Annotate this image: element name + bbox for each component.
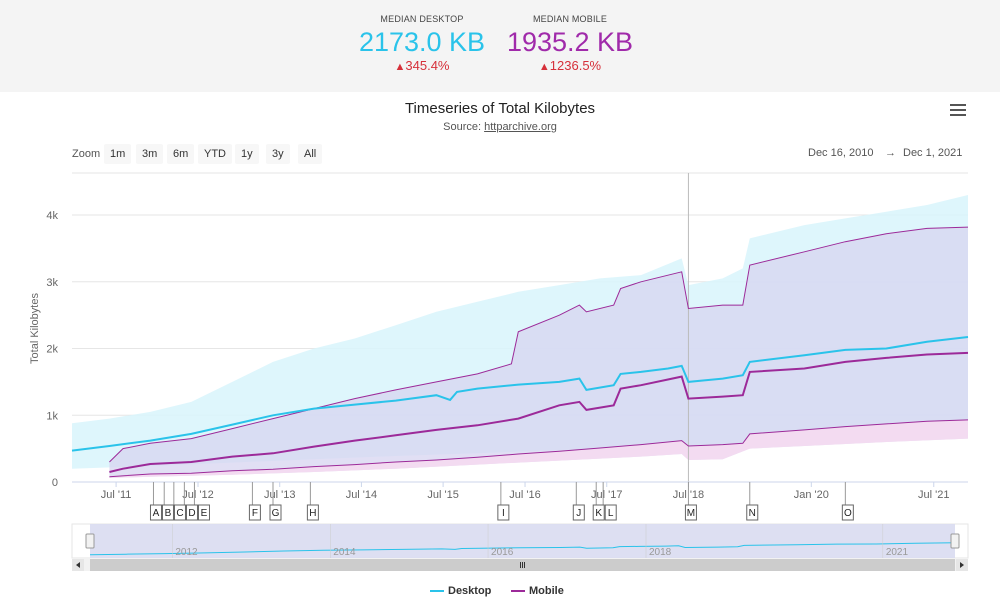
flag-label: I	[502, 508, 505, 519]
flag-label: E	[201, 508, 208, 519]
triangle-up-icon: ▲	[538, 61, 550, 73]
flag-n	[746, 504, 759, 521]
zoom-all-button[interactable]: All	[298, 144, 323, 164]
desktop-median-line	[71, 336, 969, 452]
arrow-left-icon	[76, 562, 80, 568]
flag-label: D	[188, 508, 195, 519]
flag-label: K	[595, 508, 602, 519]
legend-item-desktop[interactable]: Desktop	[430, 585, 491, 597]
zoom-6m-button[interactable]: 6m	[167, 144, 195, 164]
arrow-right-icon	[960, 562, 964, 568]
x-tick-label: Jul '14	[346, 489, 377, 501]
navigator-series-line	[89, 542, 956, 556]
flag-label: G	[272, 508, 280, 519]
zoom-1y-button[interactable]: 1y	[235, 144, 259, 164]
flag-d	[185, 504, 198, 521]
flag-b	[161, 504, 174, 521]
flag-h	[306, 504, 319, 521]
x-tick-label: Jan '20	[794, 489, 829, 501]
navigator-label: 2016	[491, 547, 514, 558]
y-tick-label: 0	[52, 477, 58, 489]
navigator-handle-left[interactable]	[85, 533, 95, 549]
kpi-band	[0, 0, 1000, 92]
flag-label: J	[576, 508, 581, 519]
navigator-handle-right[interactable]	[950, 533, 960, 549]
legend-swatch	[430, 590, 444, 593]
flag-j	[572, 504, 585, 521]
chart-title: Timeseries of Total Kilobytes	[404, 100, 596, 117]
y-tick-label: 2k	[46, 344, 58, 356]
x-tick-label: Jul '13	[264, 489, 295, 501]
y-tick-label: 1k	[46, 410, 58, 422]
y-axis-label: Total Kilobytes	[29, 293, 41, 364]
x-tick-label: Jul '11	[101, 489, 132, 501]
zoom-label: Zoom	[72, 148, 101, 160]
navigator-label: 2021	[886, 547, 909, 558]
navigator-label: 2018	[649, 547, 672, 558]
flag-label: A	[153, 508, 160, 519]
source-link[interactable]: httparchive.org	[484, 121, 557, 133]
flag-g	[269, 504, 282, 521]
flag-label: B	[165, 508, 172, 519]
flag-a	[149, 504, 162, 521]
legend-label-desktop: Desktop	[448, 585, 492, 597]
flag-label: M	[687, 508, 695, 519]
kpi-mobile-label: MEDIAN MOBILE	[532, 14, 608, 24]
flag-label: N	[749, 508, 756, 519]
kpi-mobile-value: 1935.2 KB	[506, 27, 634, 57]
legend-swatch	[511, 590, 525, 593]
kpi-mobile: MEDIAN MOBILE 1935.2 KB ▲1236.5%	[480, 14, 660, 73]
flag-k	[592, 504, 605, 521]
flag-label: O	[844, 508, 852, 519]
flag-o	[841, 504, 854, 521]
x-tick-label: Jul '17	[591, 489, 622, 501]
y-tick-label: 3k	[46, 277, 58, 289]
hamburger-menu-icon[interactable]	[950, 104, 966, 118]
range-from-input[interactable]: Dec 16, 2010	[808, 147, 874, 159]
flag-label: F	[252, 508, 258, 519]
flag-l	[604, 504, 617, 521]
mobile-p90-line	[109, 226, 969, 463]
zoom-ytd-button[interactable]: YTD	[198, 144, 232, 164]
mobile-p10-line	[109, 419, 969, 478]
flag-e	[197, 504, 210, 521]
mobile-band	[109, 227, 968, 478]
kpi-desktop-change: ▲345.4%	[332, 58, 512, 73]
kpi-desktop-change-value: 345.4%	[405, 58, 450, 73]
legend-item-mobile[interactable]: Mobile	[511, 585, 564, 597]
triangle-up-icon: ▲	[394, 61, 406, 73]
range-to-input[interactable]: Dec 1, 2021	[903, 147, 963, 159]
mobile-low-band	[109, 419, 968, 478]
flag-c	[173, 504, 186, 521]
flag-label: C	[176, 508, 183, 519]
legend-label-mobile: Mobile	[529, 585, 564, 597]
zoom-3m-button[interactable]: 3m	[136, 144, 164, 164]
kpi-mobile-change: ▲1236.5%	[480, 58, 660, 73]
zoom-3y-button[interactable]: 3y	[266, 144, 290, 164]
x-tick-label: Jul '15	[427, 489, 458, 501]
kpi-desktop-value: 2173.0 KB	[358, 27, 486, 57]
kpi-desktop: MEDIAN DESKTOP 2173.0 KB ▲345.4%	[332, 14, 512, 73]
chart-subtitle: Source: httparchive.org	[0, 121, 1000, 133]
zoom-1m-button[interactable]: 1m	[104, 144, 132, 164]
navigator-label: 2014	[333, 547, 356, 558]
range-arrow: →	[885, 147, 896, 159]
subtitle-prefix: Source:	[443, 121, 485, 133]
flag-m	[684, 504, 697, 521]
kpi-desktop-label: MEDIAN DESKTOP	[380, 14, 464, 24]
x-tick-label: Jul '12	[182, 489, 213, 501]
flag-label: L	[608, 508, 614, 519]
mobile-median-line	[109, 351, 969, 473]
x-tick-label: Jul '21	[918, 489, 949, 501]
flag-f	[248, 504, 261, 521]
kpi-mobile-change-value: 1236.5%	[549, 58, 602, 73]
x-tick-label: Jul '16	[509, 489, 540, 501]
navigator-label: 2012	[175, 547, 198, 558]
flag-label: H	[309, 508, 316, 519]
flag-i	[497, 504, 510, 521]
y-tick-label: 4k	[46, 210, 58, 222]
